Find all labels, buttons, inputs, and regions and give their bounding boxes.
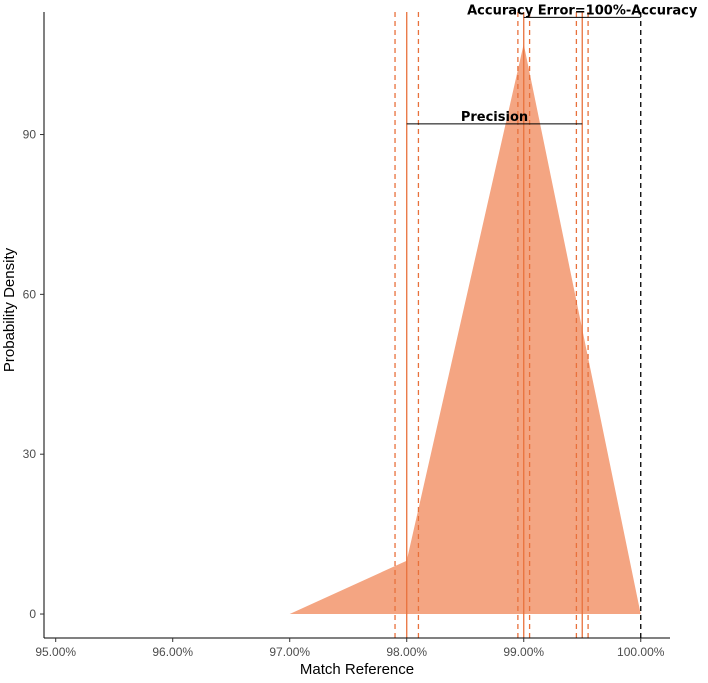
density-area-layer: [289, 44, 641, 614]
vertical-lines-layer: [394, 12, 642, 638]
annotation-label: Accuracy Error=100%-Accuracy: [467, 3, 698, 18]
y-tick-label: 30: [23, 447, 37, 461]
axes-layer: [43, 12, 670, 639]
annotation-label: Precision: [461, 110, 528, 125]
ticks-layer: 95.00% 96.00% 97.00% 98.00% 99.00% 100.00% 0 30…: [23, 128, 665, 659]
x-tick-label: 97.00%: [269, 645, 310, 659]
y-tick-label: 60: [23, 287, 37, 301]
x-axis-title: Match Reference: [300, 661, 414, 678]
y-tick-label: 0: [29, 607, 36, 621]
x-tick-label: 100.00%: [617, 645, 665, 659]
x-tick-label: 99.00%: [503, 645, 544, 659]
annotations-layer: Precision Accuracy Error=100%-Accuracy: [406, 3, 698, 125]
x-tick-label: 95.00%: [35, 645, 76, 659]
y-axis-title: Probability Density: [1, 247, 18, 372]
x-tick-label: 98.00%: [386, 645, 427, 659]
x-tick-label: 96.00%: [152, 645, 193, 659]
density-area: [289, 44, 641, 614]
y-tick-label: 90: [23, 128, 37, 142]
